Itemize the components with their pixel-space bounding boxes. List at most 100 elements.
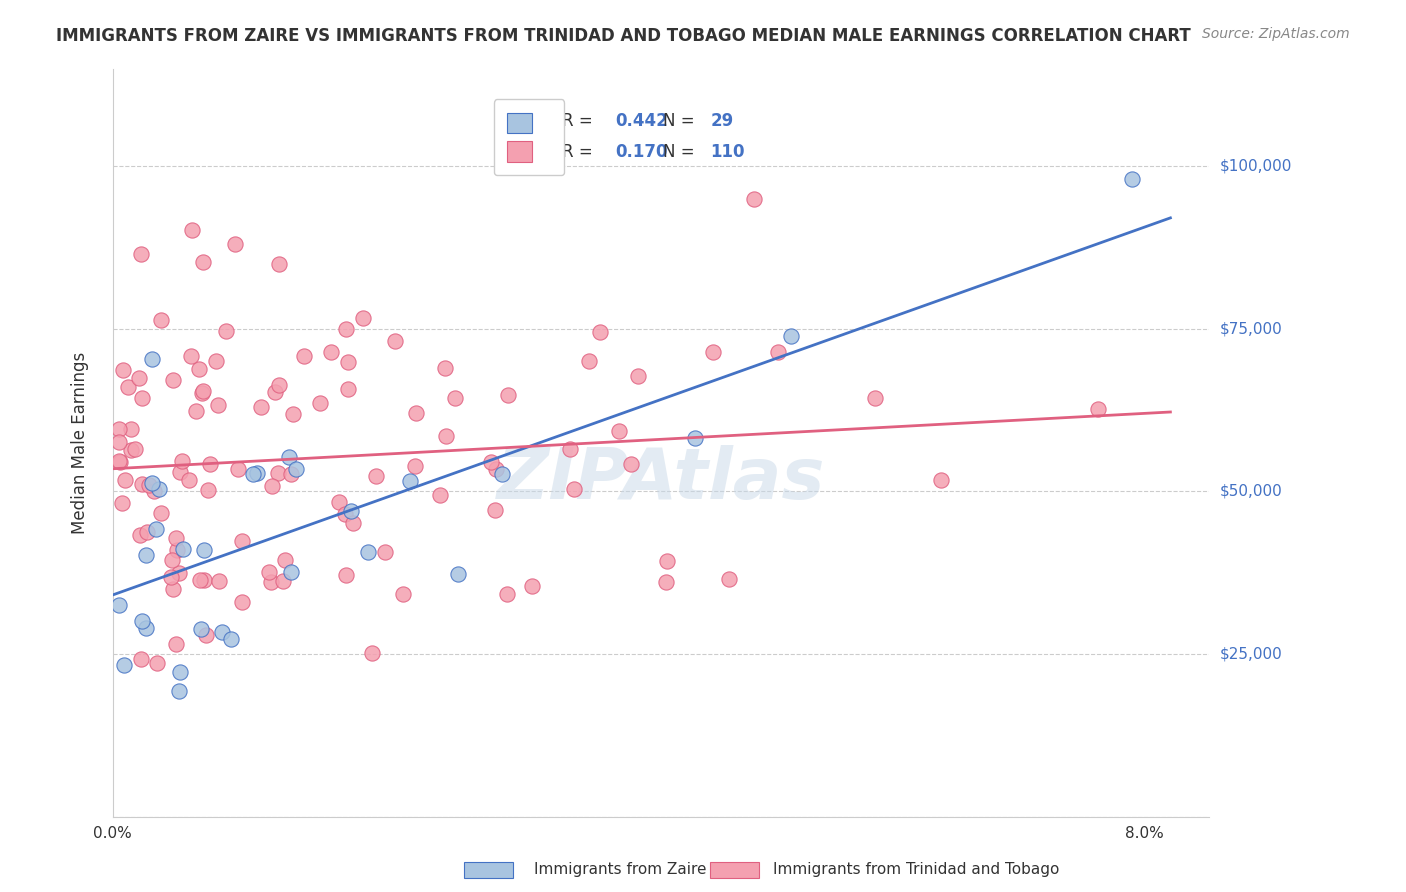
- Text: 29: 29: [710, 112, 734, 130]
- Point: [231, 534, 253, 549]
- Point: [197, 483, 219, 497]
- Point: [246, 466, 269, 480]
- Point: [364, 469, 387, 483]
- Point: [128, 371, 150, 385]
- Point: [434, 429, 457, 443]
- Point: [145, 522, 167, 536]
- Point: [657, 554, 679, 568]
- Point: [162, 552, 184, 566]
- Point: [166, 543, 188, 558]
- Point: [169, 566, 191, 580]
- Point: [207, 399, 229, 413]
- Point: [117, 379, 139, 393]
- Point: [181, 222, 204, 236]
- Point: [273, 553, 295, 567]
- Point: [766, 345, 789, 359]
- Point: [491, 467, 513, 481]
- Point: [188, 362, 211, 376]
- Point: [135, 621, 157, 635]
- Point: [191, 255, 214, 269]
- Point: [560, 442, 582, 457]
- Point: [779, 329, 801, 343]
- Point: [169, 665, 191, 680]
- Text: R =: R =: [562, 112, 599, 130]
- Point: [342, 516, 364, 531]
- Point: [609, 424, 631, 438]
- Point: [108, 435, 131, 450]
- Point: [321, 345, 343, 359]
- Text: Immigrants from Trinidad and Tobago: Immigrants from Trinidad and Tobago: [773, 863, 1060, 877]
- Point: [131, 246, 153, 260]
- Point: [340, 504, 363, 518]
- Legend:  ,  : ,: [494, 99, 564, 175]
- Point: [149, 312, 172, 326]
- Point: [165, 532, 187, 546]
- Point: [208, 574, 231, 588]
- Point: [219, 632, 242, 646]
- Point: [108, 453, 131, 467]
- Point: [578, 354, 600, 368]
- Point: [146, 656, 169, 670]
- Point: [111, 363, 134, 377]
- Point: [284, 461, 307, 475]
- Point: [190, 622, 212, 636]
- Point: [589, 325, 612, 339]
- Point: [169, 466, 191, 480]
- Point: [193, 384, 215, 399]
- Text: R =: R =: [562, 144, 599, 161]
- Text: N =: N =: [664, 144, 700, 161]
- Point: [110, 496, 132, 510]
- Point: [169, 683, 191, 698]
- Point: [360, 646, 382, 660]
- Point: [484, 503, 506, 517]
- Point: [215, 324, 238, 338]
- Point: [205, 354, 228, 368]
- Point: [141, 352, 163, 367]
- Point: [356, 545, 378, 559]
- Point: [129, 652, 152, 666]
- Point: [226, 462, 249, 476]
- Point: [231, 594, 253, 608]
- Point: [309, 395, 332, 409]
- Text: 110: 110: [710, 144, 745, 161]
- Text: 0.442: 0.442: [614, 112, 668, 130]
- Point: [136, 524, 159, 539]
- Point: [399, 474, 422, 488]
- Point: [129, 528, 152, 542]
- Point: [429, 488, 451, 502]
- Point: [141, 475, 163, 490]
- Point: [702, 344, 724, 359]
- Point: [131, 615, 153, 629]
- Point: [742, 192, 765, 206]
- Point: [148, 482, 170, 496]
- Point: [250, 400, 273, 414]
- Point: [211, 624, 233, 639]
- Point: [352, 310, 374, 325]
- Point: [267, 257, 290, 271]
- Point: [336, 382, 359, 396]
- Point: [271, 574, 294, 588]
- Point: [260, 574, 283, 589]
- Text: N =: N =: [664, 112, 700, 130]
- Point: [184, 404, 207, 418]
- Point: [392, 587, 415, 601]
- Point: [120, 422, 142, 436]
- Point: [1087, 401, 1109, 416]
- Point: [172, 541, 194, 556]
- Point: [142, 484, 165, 499]
- Point: [433, 361, 456, 376]
- Point: [162, 582, 184, 596]
- Point: [135, 549, 157, 563]
- Point: [337, 355, 360, 369]
- Point: [112, 657, 135, 672]
- Point: [718, 573, 741, 587]
- Point: [620, 457, 643, 471]
- Point: [124, 442, 146, 456]
- Point: [190, 386, 212, 401]
- Text: Source: ZipAtlas.com: Source: ZipAtlas.com: [1202, 27, 1350, 41]
- Text: $100,000: $100,000: [1220, 159, 1292, 174]
- Point: [165, 637, 187, 651]
- Point: [335, 321, 357, 335]
- Point: [281, 407, 304, 421]
- Point: [280, 566, 302, 580]
